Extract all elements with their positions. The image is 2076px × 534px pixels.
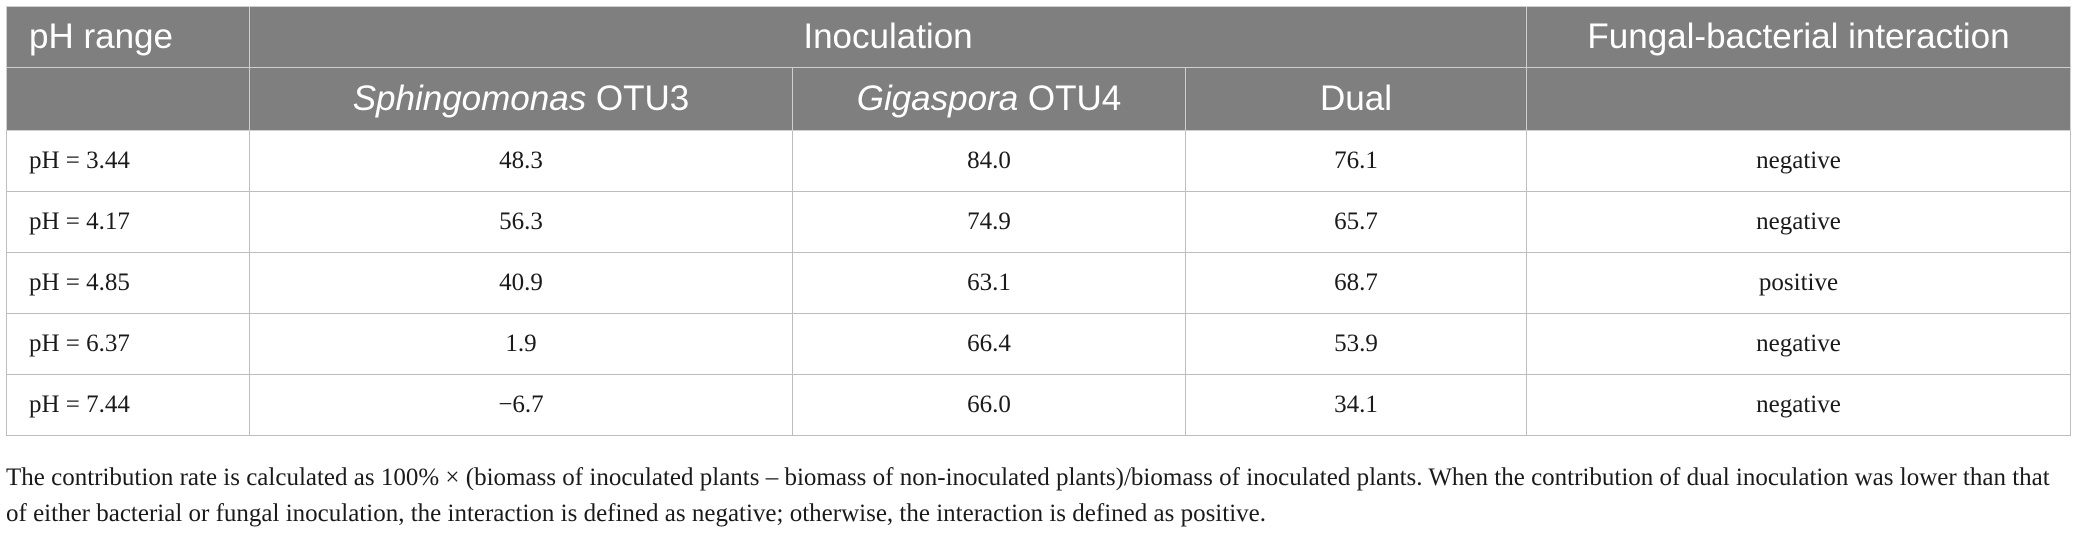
- header-sphingomonas: Sphingomonas OTU3: [249, 67, 793, 131]
- cell-gigaspora: 74.9: [792, 191, 1186, 253]
- header-row-2: Sphingomonas OTU3 Gigaspora OTU4 Dual: [6, 67, 2071, 131]
- cell-ph: pH = 4.17: [6, 191, 250, 253]
- cell-dual: 76.1: [1185, 130, 1527, 192]
- header-ph-range: pH range: [6, 6, 250, 68]
- header-row-1: pH range Inoculation Fungal-bacterial in…: [6, 6, 2071, 68]
- cell-dual: 34.1: [1185, 374, 1527, 436]
- cell-interaction: negative: [1526, 374, 2071, 436]
- sphingomonas-genus: Sphingomonas: [352, 79, 587, 118]
- cell-ph: pH = 4.85: [6, 252, 250, 314]
- sphingomonas-otu: OTU3: [586, 79, 690, 118]
- cell-gigaspora: 66.0: [792, 374, 1186, 436]
- cell-interaction: negative: [1526, 313, 2071, 375]
- contribution-table: pH range Inoculation Fungal-bacterial in…: [6, 6, 2071, 436]
- header-inoculation: Inoculation: [249, 6, 1527, 68]
- cell-sphingomonas: 48.3: [249, 130, 793, 192]
- cell-interaction: negative: [1526, 191, 2071, 253]
- header-empty-ph: [6, 67, 250, 131]
- table-row: pH = 4.17 56.3 74.9 65.7 negative: [6, 191, 2071, 253]
- cell-sphingomonas: 56.3: [249, 191, 793, 253]
- header-interaction: Fungal-bacterial interaction: [1526, 6, 2071, 68]
- header-dual: Dual: [1185, 67, 1527, 131]
- cell-dual: 53.9: [1185, 313, 1527, 375]
- cell-sphingomonas: 40.9: [249, 252, 793, 314]
- table-footnote: The contribution rate is calculated as 1…: [6, 464, 2050, 527]
- data-table-container: pH range Inoculation Fungal-bacterial in…: [6, 6, 2071, 436]
- header-gigaspora: Gigaspora OTU4: [792, 67, 1186, 131]
- table-row: pH = 7.44 −6.7 66.0 34.1 negative: [6, 374, 2071, 436]
- cell-gigaspora: 66.4: [792, 313, 1186, 375]
- cell-ph: pH = 3.44: [6, 130, 250, 192]
- table-row: pH = 6.37 1.9 66.4 53.9 negative: [6, 313, 2071, 375]
- cell-interaction: negative: [1526, 130, 2071, 192]
- cell-sphingomonas: 1.9: [249, 313, 793, 375]
- cell-ph: pH = 6.37: [6, 313, 250, 375]
- cell-dual: 68.7: [1185, 252, 1527, 314]
- gigaspora-genus: Gigaspora: [856, 79, 1019, 118]
- cell-gigaspora: 84.0: [792, 130, 1186, 192]
- cell-dual: 65.7: [1185, 191, 1527, 253]
- cell-interaction: positive: [1526, 252, 2071, 314]
- header-empty-interaction: [1526, 67, 2071, 131]
- cell-sphingomonas: −6.7: [249, 374, 793, 436]
- table-row: pH = 4.85 40.9 63.1 68.7 positive: [6, 252, 2071, 314]
- cell-ph: pH = 7.44: [6, 374, 250, 436]
- table-row: pH = 3.44 48.3 84.0 76.1 negative: [6, 130, 2071, 192]
- cell-gigaspora: 63.1: [792, 252, 1186, 314]
- gigaspora-otu: OTU4: [1018, 79, 1122, 118]
